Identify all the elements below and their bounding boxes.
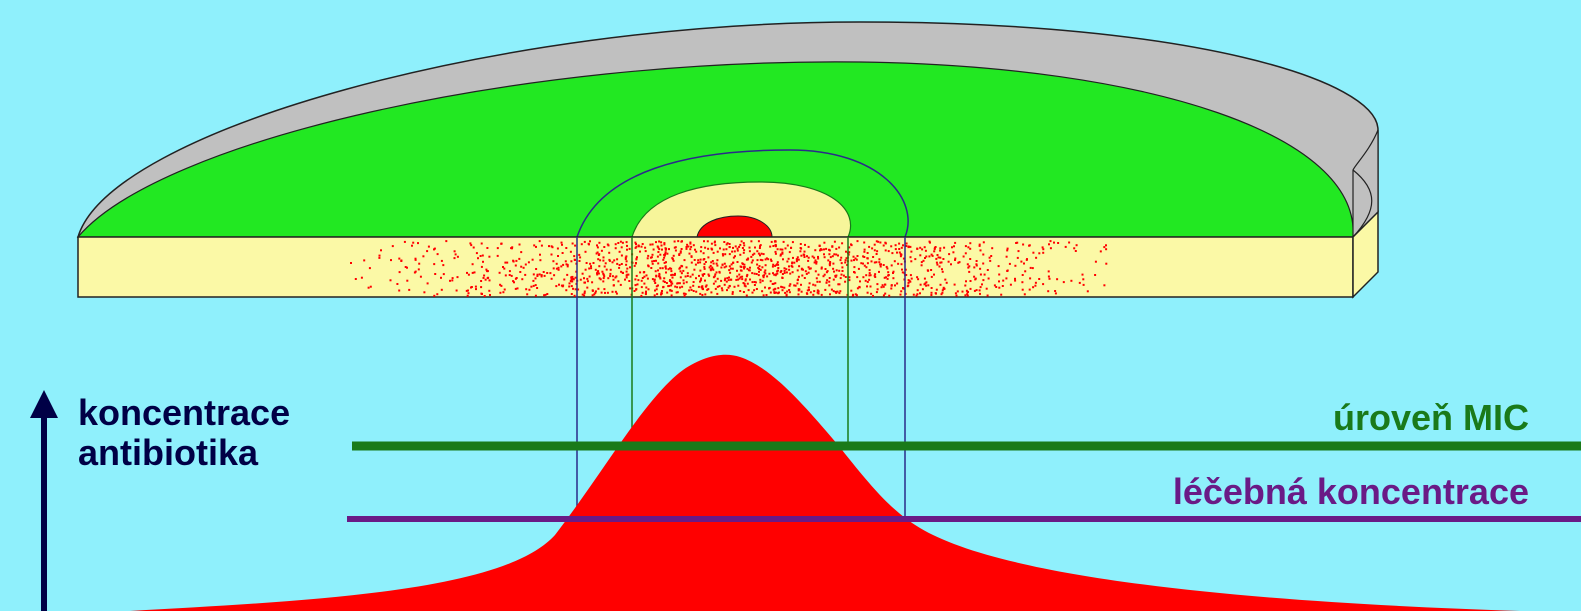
therapeutic-level-label: léčebná koncentrace xyxy=(1172,471,1529,512)
axis-label: koncentrace antibiotika xyxy=(78,393,290,472)
axis-arrow-head-icon xyxy=(30,390,58,418)
agar-surface xyxy=(76,61,1354,238)
outer-zone-outline xyxy=(576,149,909,238)
mic-level-label: úroveň MIC xyxy=(1332,397,1529,438)
axis-label-line2: antibiotika xyxy=(78,431,259,473)
slab-end xyxy=(1352,210,1379,299)
antibiotic-disc xyxy=(696,215,773,238)
plate-edge-curve xyxy=(1352,169,1373,238)
concentration-curve xyxy=(130,354,1520,611)
inhibition-zone xyxy=(631,181,852,238)
axis-label-line1: koncentrace xyxy=(78,392,291,433)
